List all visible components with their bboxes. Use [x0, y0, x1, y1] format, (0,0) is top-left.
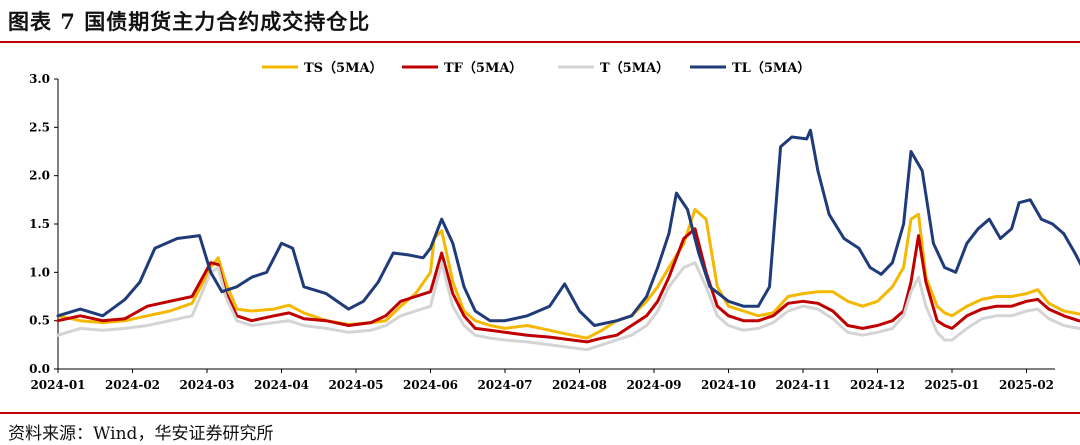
line-chart: 0.0 0.5 1.0 1.5 2.0 2.5 3.0 2024-01 2024-02 2024-…: [29, 60, 1080, 392]
y-tick-label: 3.0: [29, 72, 50, 86]
series-line-t: [56, 261, 1080, 352]
x-tick-label: 2024-09: [626, 378, 681, 392]
footer-rule: [0, 412, 1080, 414]
x-tick-label: 2025-01: [924, 378, 979, 392]
x-tick-label: 2024-06: [403, 378, 458, 392]
y-tick-label: 0.5: [29, 314, 50, 328]
x-tick-label: 2024-05: [328, 378, 383, 392]
series-line-tf: [56, 227, 1080, 344]
x-tick-label: 2024-10: [701, 378, 756, 392]
chart-axes: 0.0 0.5 1.0 1.5 2.0 2.5 3.0 2024-01 2024-02 2024-…: [29, 72, 1055, 392]
y-tick-label: 1.0: [29, 265, 50, 279]
x-tick-label: 2024-08: [552, 378, 607, 392]
y-tick-label: 0.0: [29, 362, 50, 376]
x-tick-label: 2024-12: [850, 378, 905, 392]
figure-title: 图表 7 国债期货主力合约成交持仓比: [8, 9, 371, 34]
legend-label-ts: TS（5MA）: [304, 60, 383, 76]
y-tick-label: 2.5: [29, 120, 50, 134]
x-tick-label: 2024-03: [179, 378, 234, 392]
series-line-ts: [56, 208, 1080, 340]
x-tick-label: 2024-07: [477, 378, 532, 392]
x-tick-label: 2024-11: [775, 378, 830, 392]
y-tick-label: 2.0: [29, 169, 50, 183]
x-tick-label: 2024-04: [254, 378, 309, 392]
legend-label-tl: TL（5MA）: [732, 60, 810, 76]
legend-label-tf: TF（5MA）: [444, 60, 522, 76]
y-tick-label: 1.5: [29, 217, 50, 231]
x-tick-label: 2024-01: [30, 378, 85, 392]
x-tick-label: 2024-02: [105, 378, 160, 392]
x-tick-label: 2025-02: [999, 378, 1054, 392]
title-rule: [0, 41, 1080, 43]
chart-legend: TS（5MA） TF（5MA） T（5MA） TL（5MA）: [262, 60, 810, 76]
source-note: 资料来源：Wind，华安证券研究所: [8, 424, 274, 444]
chart-series: [56, 128, 1080, 352]
series-line-tl: [56, 128, 1080, 327]
legend-label-t: T（5MA）: [600, 60, 669, 76]
